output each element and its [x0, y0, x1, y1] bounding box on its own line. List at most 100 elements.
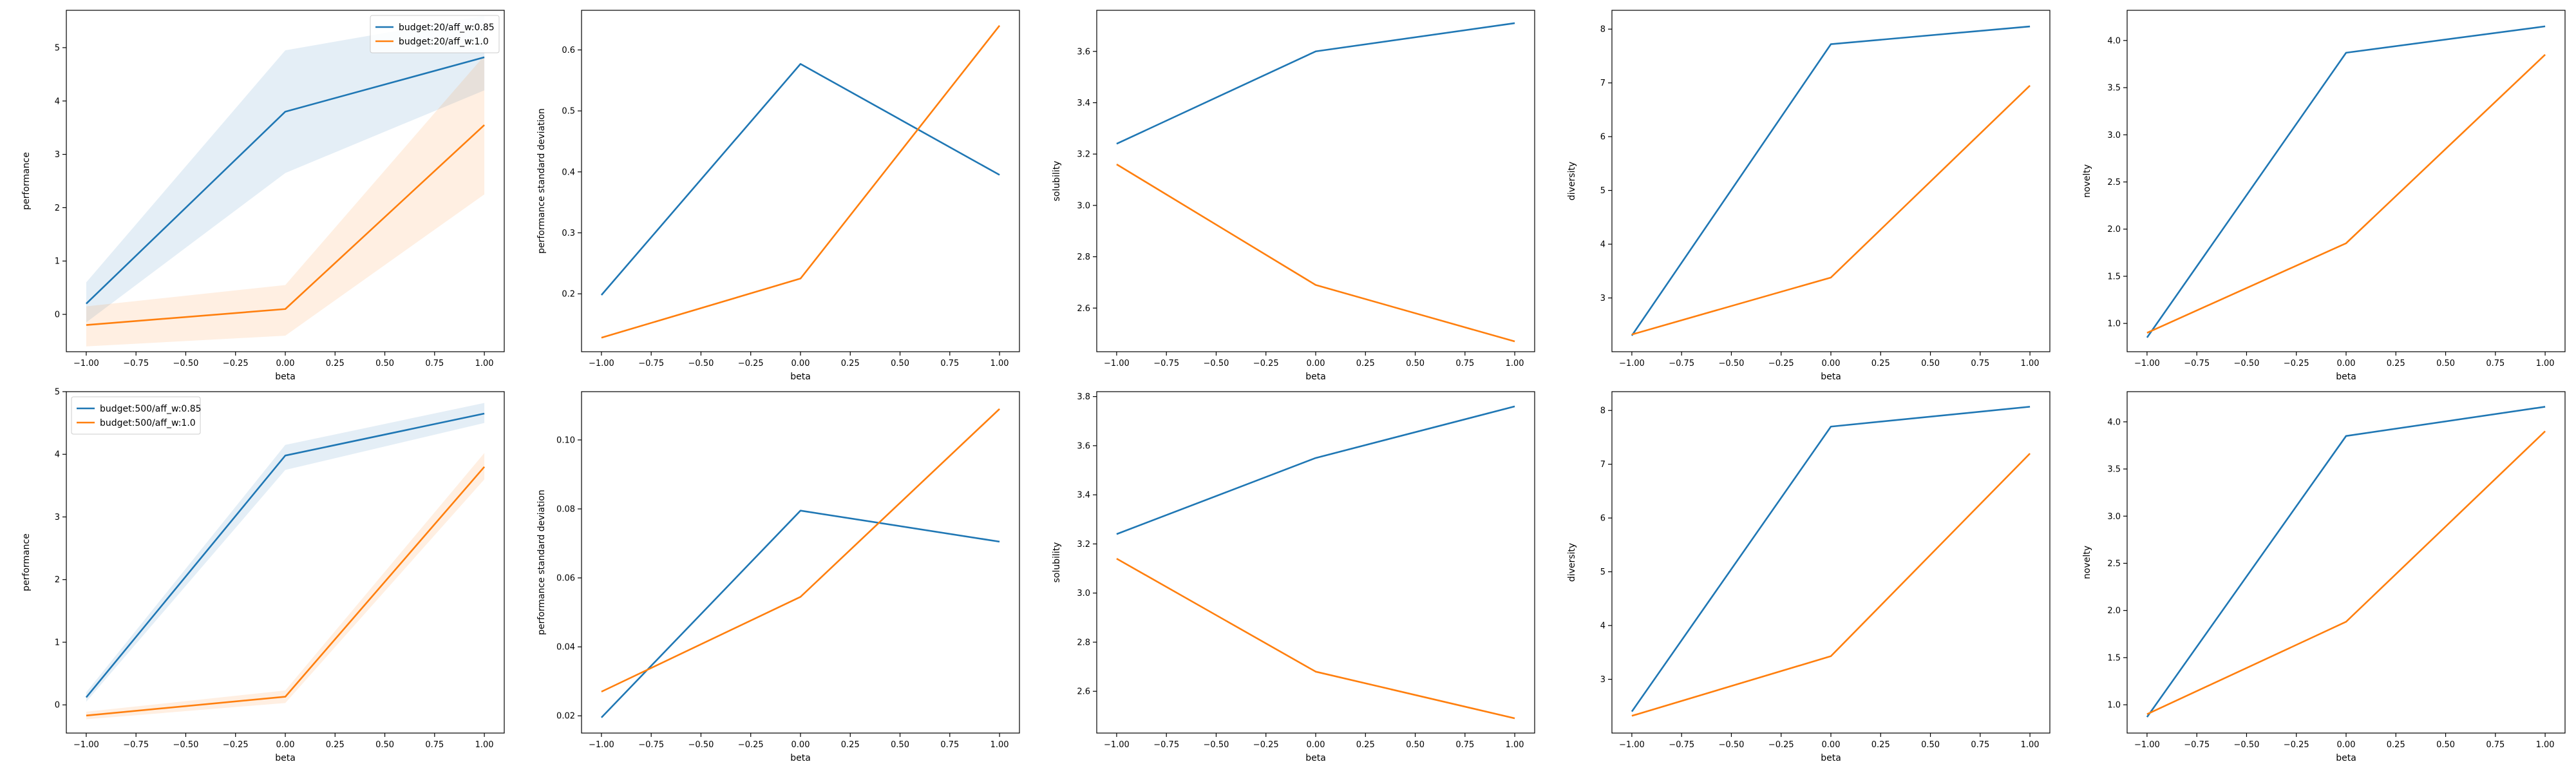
y-tick-label: 8: [1600, 406, 1605, 416]
y-tick-label: 6: [1600, 514, 1605, 524]
y-tick-label: 5: [1600, 568, 1605, 577]
series-line-2: [1116, 163, 1515, 343]
x-tick-label: −0.25: [2284, 359, 2309, 368]
x-tick-label: 0.25: [1871, 740, 1890, 750]
x-tick-label: 0.00: [1307, 359, 1325, 368]
y-tick-label: 8: [1600, 25, 1605, 35]
series-line-2: [1116, 558, 1515, 720]
y-tick-label: 4: [1600, 622, 1605, 631]
x-tick-label: 1.00: [1506, 359, 1524, 368]
x-tick-label: 0.25: [841, 740, 860, 750]
x-tick-label: 1.00: [2536, 359, 2555, 368]
y-tick-label: 0: [55, 310, 60, 320]
y-tick-label: 3.0: [1077, 201, 1090, 211]
y-tick-label: 4: [55, 97, 60, 106]
x-tick-label: −0.75: [2184, 740, 2210, 750]
y-tick-label: 0.5: [562, 107, 575, 117]
y-tick-label: 3.4: [1077, 99, 1090, 108]
x-tick-label: −0.25: [738, 740, 764, 750]
y-tick-label: 0.6: [562, 46, 575, 55]
series-line-2: [86, 124, 485, 326]
series-line-2: [2146, 430, 2546, 715]
subplot-7: −1.00 −0.75 −0.50 −0.25 0.00 0.25 0.50 0.75 1.00…: [536, 391, 1020, 763]
x-tick-label: −0.50: [1204, 740, 1229, 750]
x-tick-label: −1.00: [589, 359, 614, 368]
x-tick-label: −0.75: [2184, 359, 2210, 368]
x-tick-label: −0.25: [738, 359, 764, 368]
x-tick-label: 0.00: [2337, 740, 2356, 750]
x-tick-label: −1.00: [589, 740, 614, 750]
series-line-2: [601, 408, 1000, 692]
y-tick-label: 0.08: [556, 505, 575, 515]
y-axis-label: diversity: [1567, 543, 1577, 582]
x-tick-label: 0.00: [791, 359, 810, 368]
x-tick-label: 0.25: [1871, 359, 1890, 368]
x-tick-label: −0.50: [1204, 359, 1229, 368]
x-axis-label: beta: [2336, 753, 2356, 763]
x-tick-label: 0.75: [1455, 740, 1474, 750]
x-tick-label: 1.00: [990, 740, 1009, 750]
x-tick-label: 0.50: [2436, 740, 2455, 750]
axes-frame: [581, 10, 1020, 352]
x-tick-label: 0.25: [326, 359, 345, 368]
series-line-1: [1631, 406, 2031, 712]
x-tick-label: 0.25: [841, 359, 860, 368]
x-tick-label: 0.25: [1356, 740, 1375, 750]
x-tick-label: 0.25: [2387, 740, 2405, 750]
x-axis-label: beta: [275, 753, 296, 763]
x-axis-label: beta: [1821, 372, 1841, 382]
series-line-1: [1116, 22, 1515, 145]
x-tick-label: 0.75: [425, 740, 444, 750]
x-tick-label: −0.25: [1253, 359, 1279, 368]
x-tick-label: 1.00: [1506, 740, 1524, 750]
legend-entry: budget:500/aff_w:1.0: [100, 418, 196, 428]
series-line-1: [600, 510, 1000, 718]
x-tick-label: 1.00: [990, 359, 1009, 368]
x-tick-label: 0.75: [1455, 359, 1474, 368]
y-tick-label: 5: [1600, 186, 1605, 196]
x-axis-label: beta: [2336, 372, 2356, 382]
x-tick-label: −0.50: [688, 740, 714, 750]
series-line-1: [2146, 25, 2546, 338]
y-tick-label: 2.8: [1077, 253, 1090, 262]
series-line-2: [2146, 53, 2546, 334]
x-axis-label: beta: [1305, 753, 1326, 763]
confidence-band-2: [86, 453, 485, 720]
y-tick-label: 3.5: [2107, 465, 2121, 475]
y-tick-label: 0.2: [562, 290, 575, 300]
y-tick-label: 3.6: [1077, 441, 1090, 451]
x-tick-label: 0.00: [1822, 740, 1841, 750]
x-tick-label: 1.00: [475, 740, 494, 750]
y-tick-label: 3: [1600, 294, 1605, 303]
x-tick-label: −1.00: [2134, 359, 2160, 368]
legend-box: [370, 15, 500, 53]
x-tick-label: −0.50: [688, 359, 714, 368]
x-tick-label: 0.50: [2436, 359, 2455, 368]
x-tick-label: 0.75: [425, 359, 444, 368]
y-tick-label: 0: [55, 701, 60, 711]
y-tick-label: 3: [1600, 675, 1605, 685]
y-tick-label: 7: [1600, 79, 1605, 88]
x-tick-label: −0.50: [173, 740, 199, 750]
y-tick-label: 7: [1600, 460, 1605, 470]
subplot-4: −1.00 −0.75 −0.50 −0.25 0.00 0.25 0.50 0.75 1.00…: [1567, 10, 2050, 382]
x-tick-label: 0.50: [891, 740, 909, 750]
legend: budget:20/aff_w:0.85 budget:20/aff_w:1.0: [370, 15, 500, 53]
subplot-2: −1.00 −0.75 −0.50 −0.25 0.00 0.25 0.50 0.75 1.00…: [536, 10, 1020, 382]
y-axis-label: diversity: [1567, 162, 1577, 200]
x-tick-label: −0.75: [638, 359, 664, 368]
y-tick-label: 1.5: [2107, 272, 2121, 282]
y-tick-label: 4: [55, 450, 60, 460]
subplot-9: −1.00 −0.75 −0.50 −0.25 0.00 0.25 0.50 0.75 1.00…: [1567, 391, 2050, 763]
series-line-2: [1631, 453, 2031, 717]
x-tick-label: 0.50: [375, 740, 394, 750]
y-tick-label: 6: [1600, 133, 1605, 142]
y-tick-label: 1: [55, 638, 60, 647]
x-tick-label: 0.00: [1307, 740, 1325, 750]
y-tick-label: 2: [55, 204, 60, 213]
y-axis-label: novelty: [2082, 546, 2092, 579]
y-tick-label: 3.8: [1077, 392, 1090, 402]
y-tick-label: 3: [55, 150, 60, 160]
y-tick-label: 2.6: [1077, 687, 1090, 697]
